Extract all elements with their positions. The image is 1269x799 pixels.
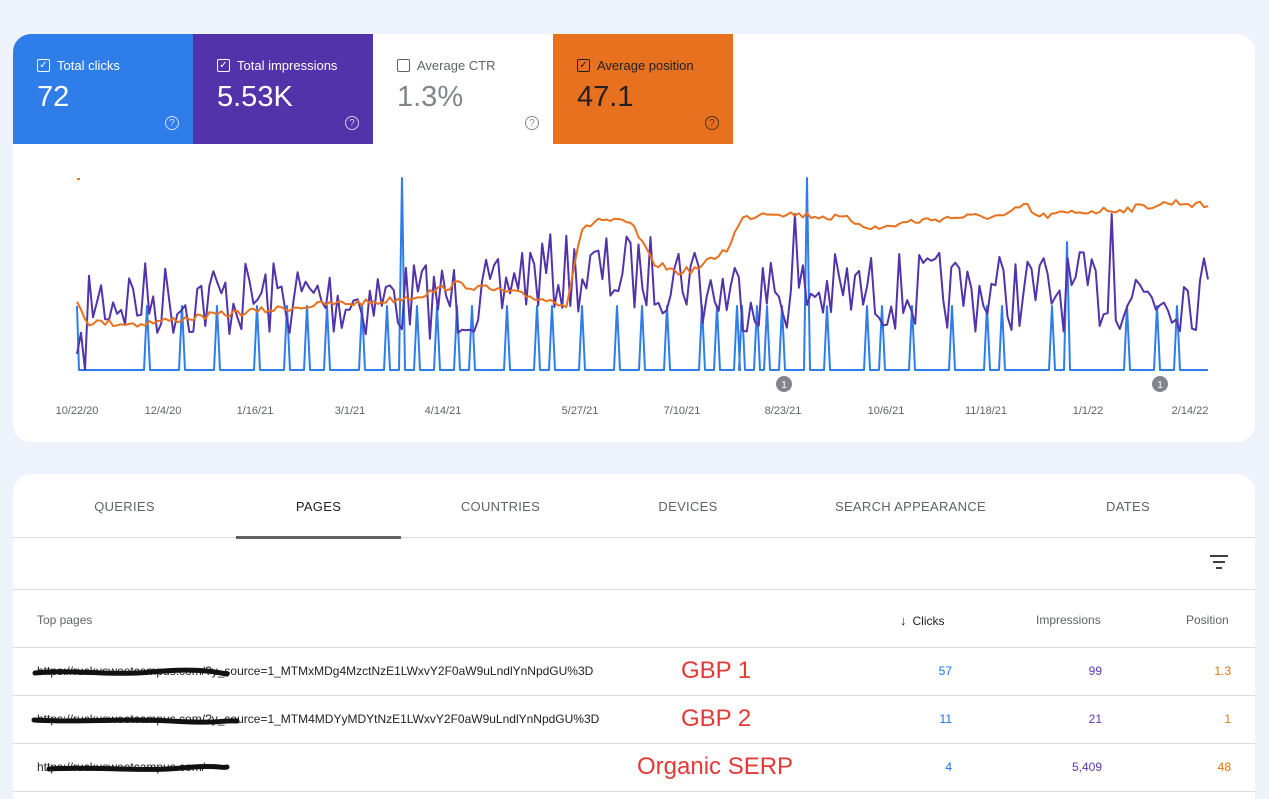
checkbox-checked-icon[interactable]: ✓ — [217, 59, 230, 72]
header-position[interactable]: Position — [1186, 613, 1229, 627]
header-impressions[interactable]: Impressions — [1036, 613, 1101, 627]
x-tick-label: 11/18/21 — [965, 405, 1007, 417]
annotation-marker-label: 1 — [1157, 380, 1163, 391]
cell-position: 1 — [1224, 712, 1231, 726]
filter-bar — [13, 538, 1255, 590]
metric-value: 5.53K — [217, 81, 293, 113]
metric-cards: ✓ Total clicks 72 ? ✓ Total impressions … — [13, 34, 733, 144]
metric-value: 72 — [37, 81, 70, 113]
metric-value: 47.1 — [577, 81, 634, 113]
metric-average-position[interactable]: ✓ Average position 47.1 ? — [553, 34, 733, 144]
cell-position: 48 — [1217, 760, 1231, 774]
tab-dates[interactable]: DATES — [1106, 498, 1150, 514]
cell-impressions: 99 — [1088, 664, 1102, 678]
tab-countries[interactable]: COUNTRIES — [460, 498, 541, 514]
checkbox-checked-icon[interactable]: ✓ — [577, 59, 590, 72]
series-line-total-clicks — [76, 177, 1208, 371]
checkbox-checked-icon[interactable]: ✓ — [37, 59, 50, 72]
metric-label: Average position — [597, 58, 694, 73]
metric-average-ctr[interactable]: Average CTR 1.3% ? — [373, 34, 553, 144]
metric-label: Average CTR — [417, 58, 496, 73]
help-icon[interactable]: ? — [345, 116, 359, 130]
cell-impressions: 5,409 — [1071, 760, 1102, 774]
performance-card: ✓ Total clicks 72 ? ✓ Total impressions … — [13, 34, 1255, 442]
cell-position: 1.3 — [1214, 664, 1231, 678]
x-tick-label: 7/10/21 — [664, 405, 701, 417]
tab-devices[interactable]: DEVICES — [658, 498, 718, 514]
x-tick-label: 2/14/22 — [1172, 405, 1209, 417]
header-top-pages: Top pages — [37, 613, 93, 627]
annotation-marker[interactable]: 1 — [1152, 376, 1168, 392]
x-tick-label: 12/4/20 — [145, 405, 182, 417]
dimension-table-card: QUERIES PAGES COUNTRIES DEVICES SEARCH A… — [13, 474, 1255, 799]
series-line-total-impressions — [76, 213, 1209, 371]
help-icon[interactable]: ? — [165, 116, 179, 130]
dimension-tabs: QUERIES PAGES COUNTRIES DEVICES SEARCH A… — [13, 474, 1255, 539]
x-tick-label: 10/22/20 — [56, 405, 99, 417]
help-icon[interactable]: ? — [525, 116, 539, 130]
cell-clicks: 11 — [939, 712, 952, 726]
annotation-marker-label: 1 — [781, 380, 787, 391]
tab-pages[interactable]: PAGES — [236, 474, 401, 539]
redaction-scribble — [32, 667, 230, 677]
metric-value: 1.3% — [397, 81, 464, 113]
table-row[interactable]: https://ruckusweetcampus.com/ Organic SE… — [13, 744, 1255, 792]
x-tick-label: 4/14/21 — [425, 405, 462, 417]
x-tick-label: 8/23/21 — [765, 405, 802, 417]
redaction-scribble — [31, 717, 240, 725]
header-clicks[interactable]: ↓ Clicks — [900, 613, 945, 628]
page-url[interactable]: https://ruckusweetcampus.com/?y_source=1… — [37, 664, 594, 678]
table-header: Top pages ↓ Clicks Impressions Position — [13, 590, 1255, 648]
x-tick-label: 1/1/22 — [1073, 405, 1104, 417]
x-tick-label: 1/16/21 — [237, 405, 274, 417]
annotation-note: GBP 2 — [681, 705, 752, 732]
x-tick-label: 3/1/21 — [335, 405, 366, 417]
cell-clicks: 57 — [938, 664, 952, 678]
metric-label: Total impressions — [237, 58, 338, 73]
arrow-down-icon: ↓ — [900, 613, 907, 628]
annotation-marker[interactable]: 1 — [776, 376, 792, 392]
table-row[interactable]: https://ruckusweetcampus.com/?y_source=1… — [13, 648, 1255, 696]
tab-search-appearance[interactable]: SEARCH APPEARANCE — [834, 498, 987, 514]
table-row[interactable]: https://ruckusweetcampus.com/?y_source=1… — [13, 696, 1255, 744]
x-tick-label: 5/27/21 — [562, 405, 599, 417]
cell-impressions: 21 — [1088, 712, 1102, 726]
tab-queries[interactable]: QUERIES — [94, 498, 155, 514]
metric-label: Total clicks — [57, 58, 120, 73]
cell-clicks: 4 — [945, 760, 952, 774]
help-icon[interactable]: ? — [705, 116, 719, 130]
filter-icon[interactable] — [1209, 554, 1229, 570]
metric-total-clicks[interactable]: ✓ Total clicks 72 ? — [13, 34, 193, 144]
x-axis-ticks: 10/22/20 12/4/20 1/16/21 3/1/21 4/14/21 5/27/… — [56, 405, 1209, 417]
checkbox-unchecked-icon[interactable] — [397, 59, 410, 72]
annotation-note: Organic SERP — [637, 753, 794, 780]
metric-total-impressions[interactable]: ✓ Total impressions 5.53K ? — [193, 34, 373, 144]
x-tick-label: 10/6/21 — [868, 405, 905, 417]
annotation-note: GBP 1 — [681, 657, 752, 684]
redaction-scribble — [46, 763, 230, 772]
chart-lines — [76, 177, 1209, 371]
series-line-average-position — [76, 199, 1209, 328]
